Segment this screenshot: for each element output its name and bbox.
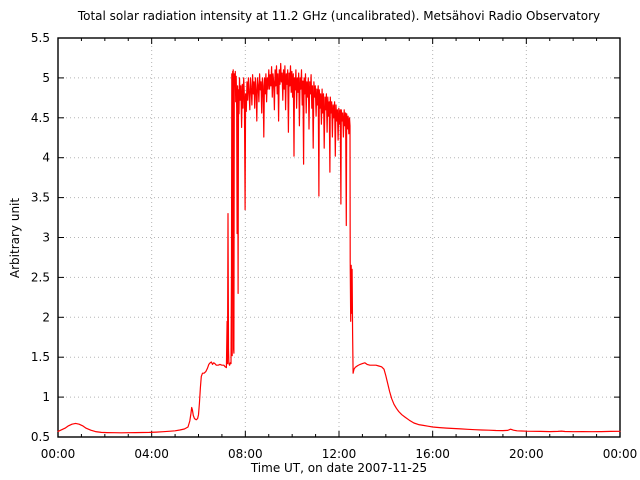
y-tick-label: 1 — [42, 390, 50, 404]
x-tick-label: 12:00 — [322, 447, 357, 461]
y-tick-label: 3.5 — [31, 191, 50, 205]
chart-title: Total solar radiation intensity at 11.2 … — [77, 9, 601, 23]
x-tick-label: 08:00 — [228, 447, 263, 461]
y-tick-label: 2.5 — [31, 270, 50, 284]
x-axis-title: Time UT, on date 2007-11-25 — [250, 461, 428, 475]
y-tick-label: 5 — [42, 71, 50, 85]
x-tick-label: 00:00 — [603, 447, 638, 461]
y-tick-label: 4 — [42, 151, 50, 165]
plot-frame — [57, 37, 621, 438]
x-tick-label: 04:00 — [134, 447, 169, 461]
y-tick-label: 2 — [42, 310, 50, 324]
y-tick-label: 4.5 — [31, 111, 50, 125]
data-line — [57, 62, 621, 434]
x-tick-label: 16:00 — [415, 447, 450, 461]
y-tick-label: 0.5 — [31, 430, 50, 444]
x-tick-label: 20:00 — [509, 447, 544, 461]
y-tick-label: 1.5 — [31, 350, 50, 364]
x-tick-label: 00:00 — [41, 447, 76, 461]
y-tick-label: 5.5 — [31, 31, 50, 45]
y-tick-label: 3 — [42, 231, 50, 245]
